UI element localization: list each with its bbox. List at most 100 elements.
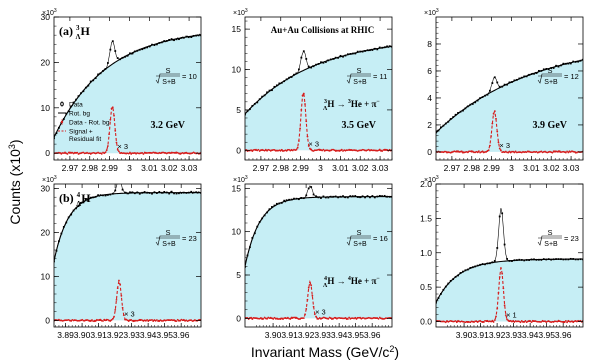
data-point bbox=[491, 82, 494, 84]
data-point bbox=[146, 191, 148, 194]
data-point bbox=[383, 46, 386, 49]
data-point bbox=[77, 95, 80, 98]
x-tick-label: 3.93 bbox=[123, 330, 140, 340]
diff-point bbox=[503, 304, 506, 307]
x-tick-label: 3.96 bbox=[173, 330, 190, 340]
data-point bbox=[180, 192, 183, 194]
data-point bbox=[55, 249, 58, 252]
sqrt-sign bbox=[537, 235, 562, 246]
data-point bbox=[175, 192, 178, 195]
data-point bbox=[466, 105, 469, 108]
decay-formula: 4 ΛH → 4He + π− bbox=[323, 276, 380, 289]
data-point bbox=[158, 42, 161, 44]
data-point bbox=[307, 65, 310, 68]
data-point bbox=[373, 47, 376, 50]
data-point bbox=[376, 48, 379, 51]
data-point bbox=[535, 258, 538, 261]
significance-numerator: S bbox=[165, 66, 170, 75]
data-point bbox=[160, 191, 163, 194]
data-point bbox=[547, 258, 550, 261]
scale-exponent-label: ×103 bbox=[424, 8, 439, 17]
data-point bbox=[378, 194, 381, 197]
data-point bbox=[503, 243, 506, 246]
data-point bbox=[459, 272, 462, 274]
data-point bbox=[273, 204, 276, 207]
data-point bbox=[67, 110, 70, 113]
data-point bbox=[466, 268, 469, 271]
data-point bbox=[364, 196, 366, 199]
scale-base: ×10 bbox=[42, 10, 54, 17]
data-point bbox=[268, 208, 271, 211]
data-point bbox=[506, 257, 508, 260]
nucleus-sub: Λ bbox=[76, 200, 81, 208]
x-tick-label: 2.97 bbox=[62, 163, 79, 173]
data-point bbox=[351, 195, 354, 198]
data-point bbox=[245, 265, 246, 268]
x-tick-label: 3.03 bbox=[181, 163, 198, 173]
data-point bbox=[545, 67, 548, 70]
data-point bbox=[349, 195, 352, 198]
data-point bbox=[271, 89, 273, 92]
data-point bbox=[102, 194, 104, 197]
diff-point bbox=[102, 320, 104, 322]
data-point bbox=[574, 60, 577, 63]
data-point bbox=[133, 192, 136, 195]
data-point bbox=[131, 52, 134, 55]
decay-He: He + bbox=[351, 99, 369, 109]
data-point bbox=[288, 198, 290, 201]
data-point bbox=[469, 103, 472, 106]
background-fill bbox=[245, 196, 392, 319]
data-point bbox=[542, 258, 545, 260]
data-point bbox=[361, 50, 364, 53]
sqrt-sign bbox=[346, 235, 371, 246]
multiplier-label: × 3 bbox=[117, 142, 128, 151]
data-point bbox=[121, 56, 124, 59]
panel-letter: (a) bbox=[59, 24, 73, 38]
data-point bbox=[256, 101, 259, 104]
data-point bbox=[156, 192, 158, 194]
data-point bbox=[457, 112, 459, 114]
nucleus-A: 3 bbox=[76, 24, 80, 32]
data-point bbox=[158, 190, 161, 193]
x-tick-label: 3.89 bbox=[57, 330, 74, 340]
data-point bbox=[337, 196, 339, 199]
significance-denominator: S+B bbox=[162, 79, 176, 86]
scale-base: ×10 bbox=[233, 10, 245, 17]
data-point bbox=[442, 124, 445, 127]
x-tick-label: 3.92 bbox=[298, 330, 315, 340]
data-point bbox=[562, 62, 565, 65]
y-tick-label: 0.5 bbox=[420, 282, 432, 292]
data-point bbox=[344, 54, 347, 57]
data-point bbox=[359, 196, 362, 199]
data-point bbox=[481, 263, 484, 265]
scale-base: ×10 bbox=[424, 177, 436, 184]
data-point bbox=[471, 103, 474, 105]
data-point bbox=[334, 195, 337, 198]
data-point bbox=[283, 80, 286, 83]
panel-label: (b) 4 ΛH bbox=[59, 191, 91, 208]
diff-point bbox=[564, 320, 567, 322]
significance-value: = 16 bbox=[373, 234, 388, 243]
data-point bbox=[141, 48, 144, 51]
x-tick-label: 2.99 bbox=[101, 163, 118, 173]
data-point bbox=[324, 196, 327, 199]
x-tick-label: 3.96 bbox=[555, 330, 572, 340]
y-tick-label: 20 bbox=[41, 57, 51, 67]
data-point bbox=[572, 258, 575, 260]
data-point bbox=[305, 58, 308, 60]
legend-label-fit-2: Residual fit bbox=[69, 136, 101, 143]
diff-point bbox=[107, 145, 109, 147]
data-point bbox=[298, 198, 300, 201]
diff-point bbox=[493, 319, 496, 321]
x-tick-label: 3.01 bbox=[523, 163, 540, 173]
data-point bbox=[275, 84, 278, 87]
data-point bbox=[508, 260, 511, 262]
data-point bbox=[102, 70, 104, 72]
data-point bbox=[268, 89, 271, 92]
data-point bbox=[121, 188, 124, 191]
data-point bbox=[251, 104, 254, 107]
data-point bbox=[391, 195, 392, 198]
data-point bbox=[371, 195, 374, 197]
data-point bbox=[378, 46, 381, 49]
data-point bbox=[295, 197, 298, 200]
